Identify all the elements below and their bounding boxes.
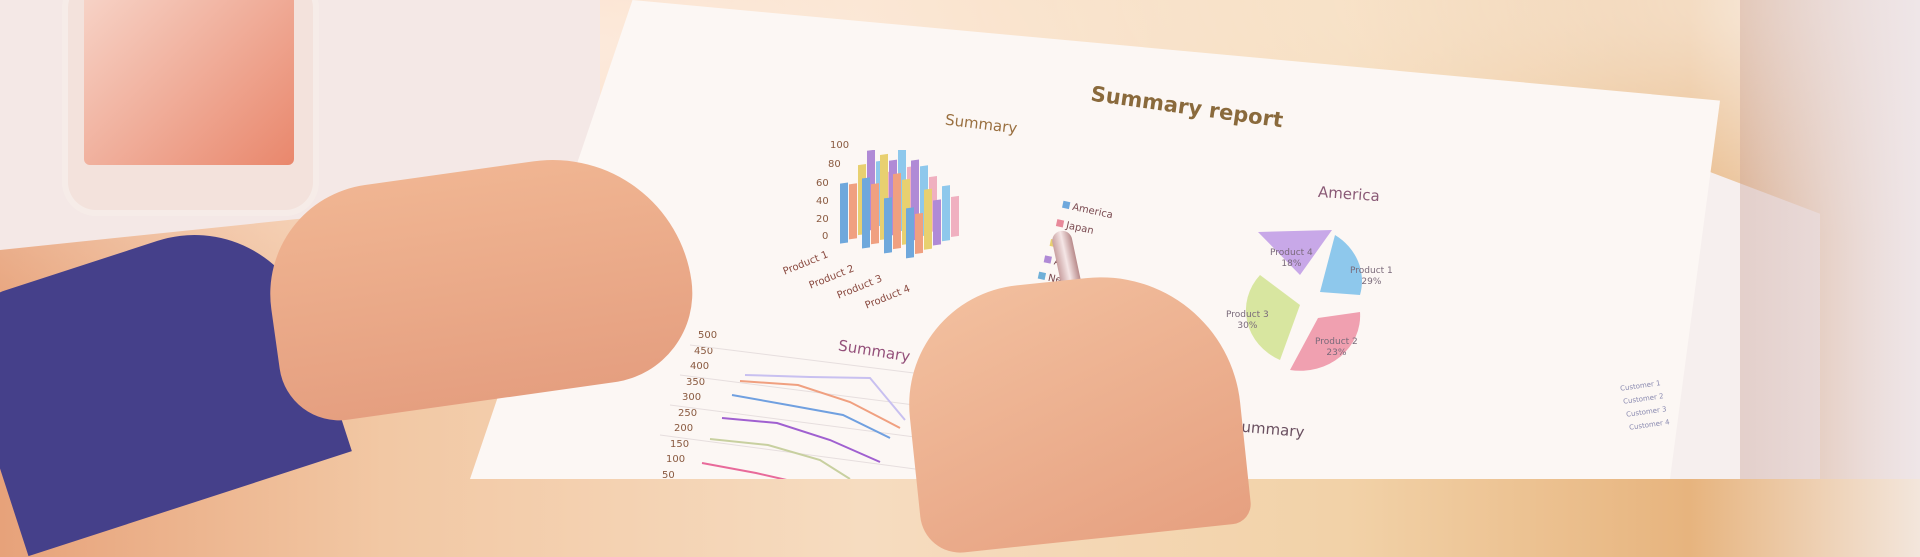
- tick: 60: [816, 178, 829, 189]
- legend-swatch: [1055, 219, 1065, 228]
- bar: [915, 212, 923, 255]
- bar: [951, 195, 959, 237]
- tick: 400: [690, 361, 710, 372]
- bar: [849, 183, 857, 240]
- pie-slice-product-2: [1290, 312, 1361, 371]
- tick: 500: [698, 330, 718, 341]
- bar: [924, 188, 932, 250]
- legend-swatch: [1037, 271, 1047, 280]
- pie-label-product-1: Product 1 29%: [1350, 266, 1393, 287]
- phone-screen: [84, 0, 294, 165]
- gridlines: [659, 344, 930, 472]
- bar: [933, 199, 941, 246]
- bar: [871, 183, 879, 245]
- tick: 20: [816, 214, 829, 225]
- line-series: [721, 417, 881, 463]
- line-series: [739, 380, 901, 429]
- pie-slice-product-4: [1258, 230, 1332, 275]
- line-series: [709, 438, 851, 479]
- tick: 50: [662, 469, 675, 481]
- tick: 450: [694, 345, 714, 357]
- tick: 300: [682, 392, 702, 403]
- pie-label-product-2: Product 2 23%: [1315, 337, 1358, 358]
- pie-slice-product-3: [1245, 275, 1300, 360]
- tick: 250: [678, 407, 698, 419]
- tick: 80: [828, 159, 841, 170]
- tick: 0: [822, 231, 829, 242]
- line-series: [701, 462, 787, 479]
- tick: 200: [674, 423, 694, 434]
- tick: 150: [670, 438, 690, 450]
- bar: [893, 173, 901, 250]
- bar: [862, 177, 870, 249]
- bar-chart-3d: [840, 150, 959, 259]
- legend-swatch: [1062, 200, 1071, 210]
- pie-chart: [1245, 230, 1362, 371]
- line-chart: [659, 344, 930, 479]
- bar: [840, 182, 848, 244]
- tick: 350: [686, 376, 706, 388]
- pie-label-product-3: Product 3 30%: [1226, 310, 1269, 331]
- bar: [942, 185, 950, 242]
- bar: [884, 197, 892, 254]
- legend-swatch: [1043, 255, 1052, 264]
- line-series: [731, 394, 891, 439]
- person-blurred: [1740, 0, 1920, 479]
- pie-slice-product-1: [1320, 235, 1362, 295]
- line-series: [744, 374, 906, 421]
- tick: 100: [830, 140, 850, 151]
- tick: 100: [666, 454, 686, 465]
- bar: [906, 207, 914, 259]
- tick: 40: [816, 196, 829, 207]
- pie-label-product-4: Product 4 18%: [1270, 248, 1313, 269]
